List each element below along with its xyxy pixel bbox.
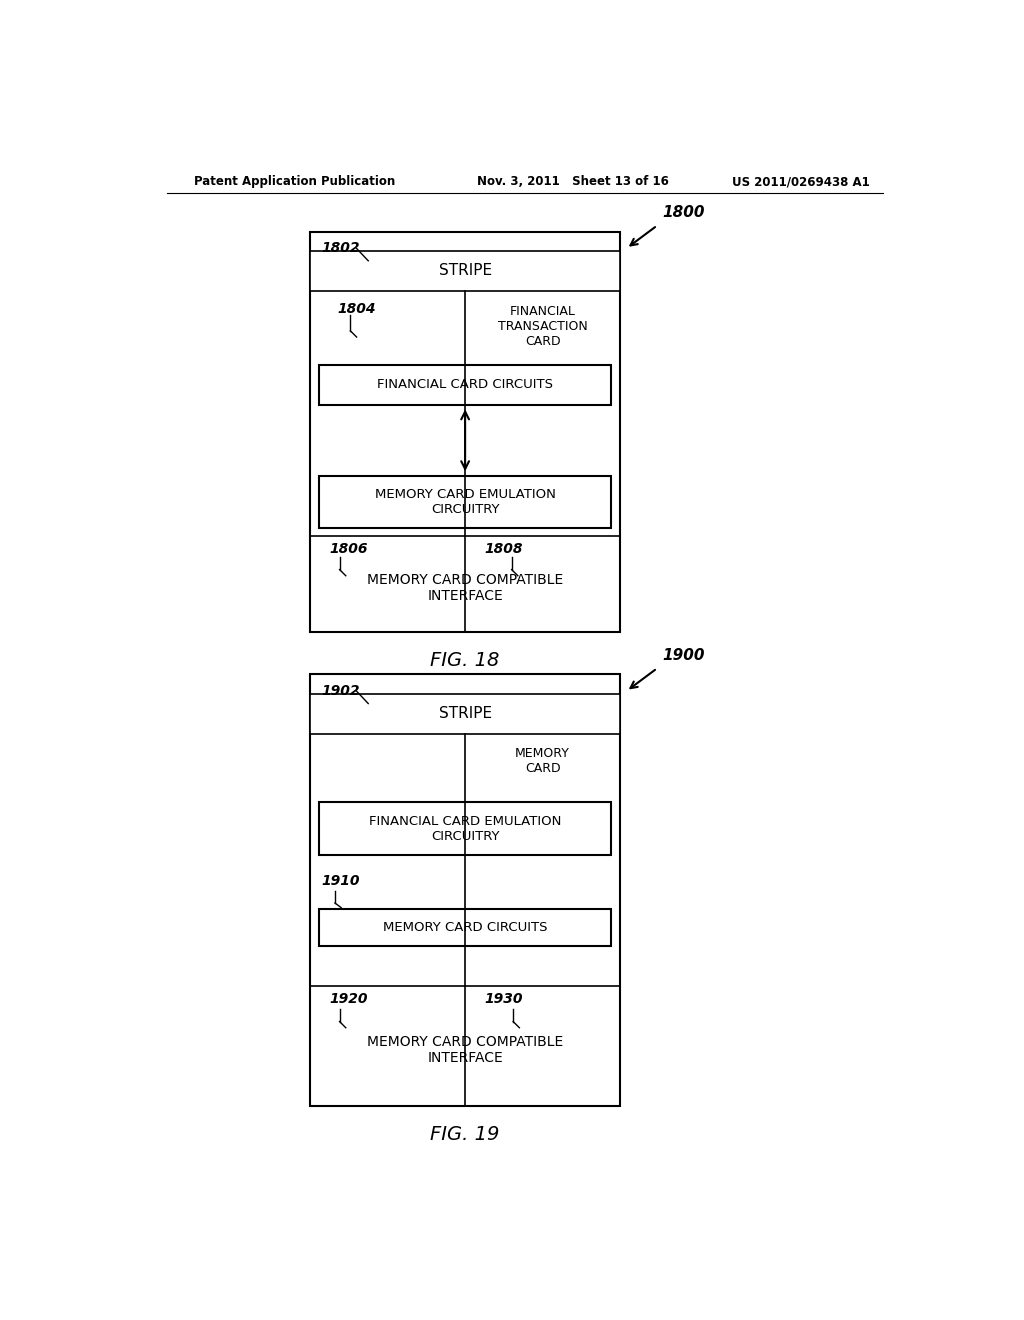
Text: 1910: 1910 <box>322 874 360 887</box>
Bar <box>319 364 611 405</box>
Bar <box>319 909 611 946</box>
Text: STRIPE: STRIPE <box>438 263 492 279</box>
Text: FINANCIAL
TRANSACTION
CARD: FINANCIAL TRANSACTION CARD <box>498 305 588 347</box>
Bar <box>319 475 611 528</box>
Bar <box>319 803 611 855</box>
Text: FIG. 18: FIG. 18 <box>430 651 500 671</box>
Text: US 2011/0269438 A1: US 2011/0269438 A1 <box>732 176 870 189</box>
Text: FINANCIAL CARD CIRCUITS: FINANCIAL CARD CIRCUITS <box>377 379 553 392</box>
Bar <box>310 251 621 290</box>
Text: 1808: 1808 <box>484 543 523 556</box>
Text: MEMORY CARD COMPATIBLE
INTERFACE: MEMORY CARD COMPATIBLE INTERFACE <box>367 1035 563 1065</box>
Text: MEMORY
CARD: MEMORY CARD <box>515 747 570 775</box>
Text: MEMORY CARD CIRCUITS: MEMORY CARD CIRCUITS <box>383 921 548 935</box>
Bar <box>310 675 621 1106</box>
Text: 1806: 1806 <box>330 543 368 556</box>
Text: 1800: 1800 <box>663 205 706 220</box>
Bar <box>310 231 621 632</box>
Text: 1802: 1802 <box>322 240 360 255</box>
Text: FIG. 19: FIG. 19 <box>430 1125 500 1143</box>
Text: MEMORY CARD EMULATION
CIRCUITRY: MEMORY CARD EMULATION CIRCUITRY <box>375 488 556 516</box>
Text: 1804: 1804 <box>337 302 376 317</box>
Text: 1920: 1920 <box>330 993 368 1006</box>
Text: STRIPE: STRIPE <box>438 706 492 721</box>
Text: Patent Application Publication: Patent Application Publication <box>194 176 395 189</box>
Text: MEMORY CARD COMPATIBLE
INTERFACE: MEMORY CARD COMPATIBLE INTERFACE <box>367 573 563 603</box>
Text: 1930: 1930 <box>484 993 523 1006</box>
Text: 1902: 1902 <box>322 684 360 697</box>
Text: Nov. 3, 2011   Sheet 13 of 16: Nov. 3, 2011 Sheet 13 of 16 <box>477 176 669 189</box>
Text: 1900: 1900 <box>663 648 706 663</box>
Bar <box>310 693 621 734</box>
Text: FINANCIAL CARD EMULATION
CIRCUITRY: FINANCIAL CARD EMULATION CIRCUITRY <box>369 814 561 842</box>
